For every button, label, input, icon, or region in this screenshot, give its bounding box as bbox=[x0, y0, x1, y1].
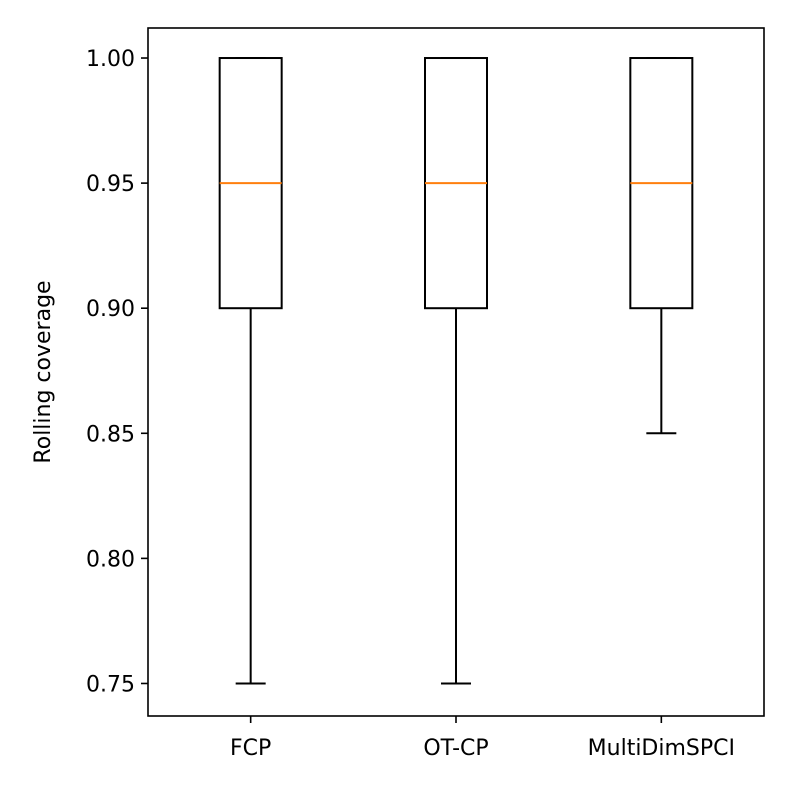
y-tick-label: 0.80 bbox=[86, 547, 135, 572]
y-axis-label: Rolling coverage bbox=[31, 280, 56, 463]
y-tick-label: 1.00 bbox=[86, 47, 135, 72]
x-tick-label: FCP bbox=[230, 736, 271, 761]
y-tick-label: 0.90 bbox=[86, 297, 135, 322]
box-fcp bbox=[218, 57, 283, 685]
y-tick-label: 0.95 bbox=[86, 172, 135, 197]
box-ot-cp bbox=[424, 57, 488, 685]
y-tick-label: 0.85 bbox=[86, 422, 135, 447]
x-axis: FCP OT-CP MultiDimSPCI bbox=[230, 716, 735, 761]
x-tick-label: OT-CP bbox=[423, 736, 488, 761]
plot-area bbox=[218, 57, 694, 685]
box-multidimspci bbox=[629, 57, 694, 435]
y-axis: 0.75 0.80 0.85 0.90 0.95 1.00 bbox=[86, 47, 148, 697]
y-tick-label: 0.75 bbox=[86, 672, 135, 697]
x-tick-label: MultiDimSPCI bbox=[588, 736, 735, 761]
